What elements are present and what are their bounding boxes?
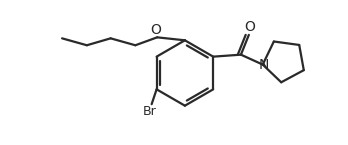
Text: O: O xyxy=(151,23,161,37)
Text: N: N xyxy=(259,58,269,72)
Text: Br: Br xyxy=(143,105,157,118)
Text: O: O xyxy=(244,20,255,34)
